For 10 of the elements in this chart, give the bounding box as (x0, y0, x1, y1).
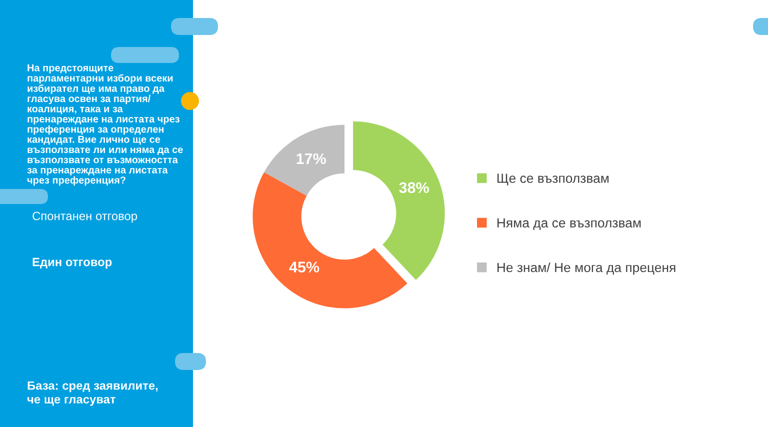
legend-label: Няма да се възползвам (497, 218, 641, 230)
legend-label: Не знам/ Не мога да преценя (497, 262, 676, 275)
chart-title: На предстоящите парламентарни избори всеки избирател ще има право да гласува освен за партия/ коалиция, така и за пренареждане на листата чрез преференция за определен кандидат. Вие лично ще се възползвате ли или няма да се възползвате от възможността за пренареждане на листата чрез преференция? (27, 64, 183, 186)
text: Един отговор (32, 258, 112, 269)
data-label: 38% (399, 182, 429, 194)
data-label: 17% (296, 153, 326, 164)
text: Спонтанен отговор (32, 212, 138, 223)
text: База: сред заявилите, че ще гласуват (27, 381, 158, 406)
data-label: 45% (289, 262, 320, 272)
legend-label: Ще се възползвам (497, 174, 609, 186)
